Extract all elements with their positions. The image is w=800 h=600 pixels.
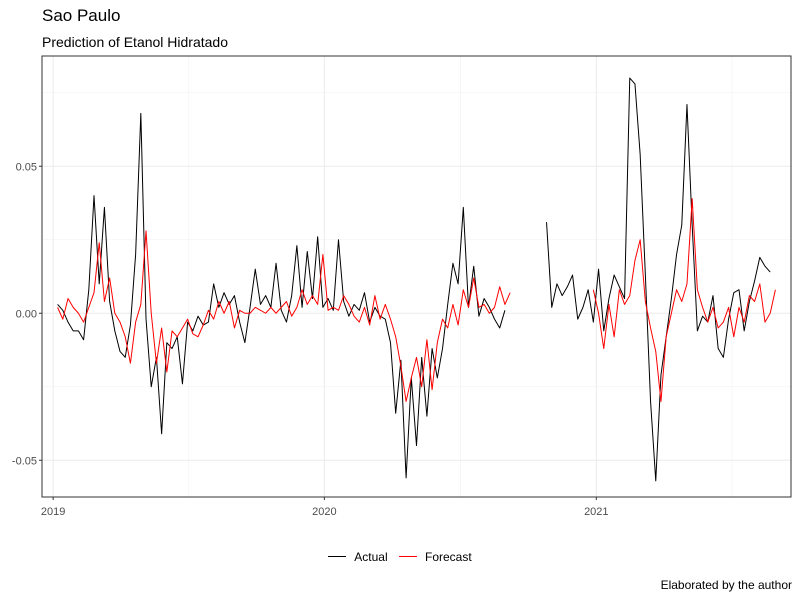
chart-title: Sao Paulo [42, 6, 121, 25]
chart-caption: Elaborated by the author [660, 578, 792, 592]
series-line-actual-1 [57, 112, 506, 479]
series-line-forecast-1 [57, 230, 511, 402]
series-line-forecast-2 [592, 198, 776, 402]
y-tick-label: 0.05 [16, 161, 37, 173]
legend-swatch-actual [328, 556, 347, 557]
x-tick-label: 2020 [312, 506, 336, 518]
legend-label-actual: Actual [354, 549, 388, 564]
series-line-actual-2 [546, 77, 771, 482]
legend-item-forecast: Forecast [399, 550, 472, 564]
legend-item-actual: Actual [328, 549, 388, 564]
x-tick-label: 2021 [584, 506, 608, 518]
legend-swatch-forecast [399, 556, 417, 557]
chart-legend: Actual Forecast [0, 546, 800, 564]
panel-border [41, 55, 792, 498]
chart-subtitle: Prediction of Etanol Hidratado [42, 34, 228, 50]
y-tick-label: -0.05 [12, 455, 37, 467]
x-tick-label: 2019 [41, 506, 65, 518]
y-tick-label: 0.00 [16, 308, 37, 320]
legend-label-forecast: Forecast [425, 549, 472, 564]
